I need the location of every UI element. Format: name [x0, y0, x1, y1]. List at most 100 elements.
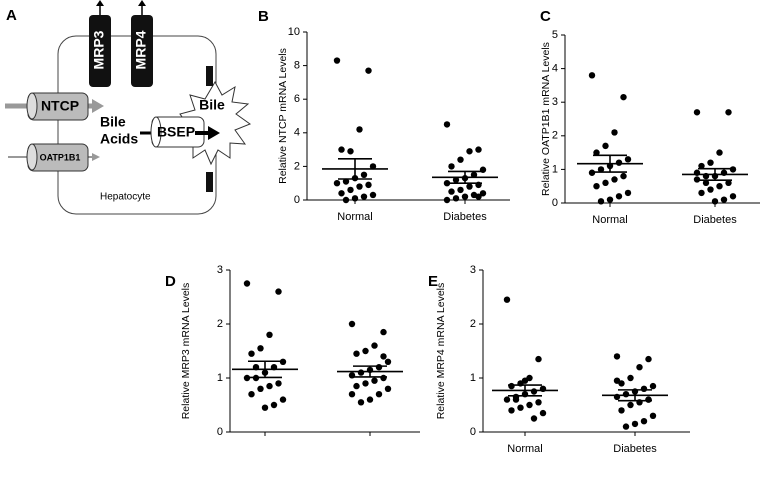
dot — [615, 159, 623, 166]
dot — [371, 342, 378, 349]
dot — [716, 149, 723, 156]
dot — [725, 109, 732, 116]
arrow-head — [96, 0, 104, 6]
bile-acids-label: Bile — [100, 114, 126, 130]
dot — [353, 350, 360, 357]
dot — [365, 181, 372, 189]
dot — [243, 374, 251, 382]
dot — [365, 67, 372, 74]
dot — [380, 328, 387, 336]
dot — [479, 190, 487, 197]
dot — [369, 163, 377, 170]
y-axis-label: Relative NTCP mRNA Levels — [277, 48, 289, 184]
panel-label: C — [540, 8, 551, 25]
dot — [384, 385, 392, 392]
dot — [279, 396, 287, 403]
y-tick-label: 1 — [470, 372, 476, 384]
panel-label: E — [428, 273, 438, 290]
dot — [371, 377, 378, 384]
dot — [640, 418, 648, 425]
chart: B Relative NTCP mRNA Levels 0 2 4 6 8 10 Normal D… — [258, 8, 510, 223]
dot — [360, 193, 368, 200]
dot — [243, 280, 251, 287]
dot — [466, 148, 473, 155]
dot — [636, 364, 643, 371]
mrp3-channel — [89, 15, 111, 87]
y-tick-label: 2 — [552, 130, 558, 142]
dot — [693, 176, 701, 183]
dot — [356, 126, 363, 133]
cylinder-end — [26, 92, 38, 120]
dot — [357, 399, 365, 406]
dot — [720, 196, 728, 203]
dot — [521, 377, 529, 384]
dot — [461, 193, 469, 200]
y-tick-label: 8 — [294, 60, 300, 72]
dot — [338, 146, 345, 153]
dot — [649, 382, 657, 390]
dot — [351, 195, 359, 202]
dot — [627, 401, 634, 409]
dot — [645, 396, 652, 403]
dot — [452, 195, 460, 202]
dot — [613, 353, 621, 360]
transporter-label: NTCP — [41, 98, 79, 114]
dot — [620, 93, 627, 101]
dot — [512, 396, 520, 403]
dot — [248, 350, 255, 357]
dot — [261, 404, 269, 411]
dot — [693, 109, 701, 116]
y-tick-label: 3 — [217, 264, 223, 276]
y-tick-label: 4 — [294, 127, 300, 139]
dot — [725, 179, 732, 187]
x-tick-label: Diabetes — [443, 211, 487, 223]
y-tick-label: 1 — [552, 163, 558, 175]
arrow-head — [92, 153, 100, 161]
y-axis-label: Relative MRP4 mRNA Levels — [435, 283, 447, 420]
dot — [508, 382, 515, 390]
dot — [279, 358, 287, 365]
dot — [470, 171, 478, 178]
dot — [466, 183, 473, 190]
dot — [275, 288, 282, 295]
dot — [530, 415, 538, 422]
transporter-label: BSEP — [157, 124, 195, 140]
dot — [622, 391, 630, 398]
dot — [366, 396, 374, 403]
dot — [475, 193, 482, 200]
dot — [611, 176, 618, 183]
y-tick-label: 5 — [552, 29, 558, 41]
dot — [448, 188, 455, 195]
transporter-label: MRP4 — [133, 30, 149, 69]
dot — [622, 423, 630, 430]
dot — [526, 401, 533, 409]
dot — [645, 355, 652, 363]
panel-label: D — [165, 273, 176, 290]
panel-label: A — [6, 7, 17, 24]
y-tick-label: 2 — [294, 160, 300, 172]
y-tick-label: 0 — [294, 194, 300, 206]
chart: D Relative MRP3 mRNA Levels 0 1 2 3 — [165, 264, 420, 438]
dot — [333, 57, 341, 64]
dot — [353, 382, 360, 390]
x-tick-label: Normal — [507, 443, 542, 455]
dot — [375, 364, 383, 371]
dot — [457, 186, 464, 194]
diagram: A MRP3 MRP4 NTCP OATP1B1 Bile Acids Bile — [5, 0, 252, 215]
bile-acids-label: Acids — [100, 131, 138, 147]
dot — [384, 358, 392, 365]
x-tick-label: Diabetes — [693, 214, 737, 226]
y-tick-label: 3 — [552, 96, 558, 108]
dot — [275, 380, 282, 387]
arrow-head — [92, 99, 104, 113]
dot — [457, 156, 464, 163]
y-tick-label: 3 — [470, 264, 476, 276]
dot — [597, 198, 605, 205]
dot — [716, 183, 723, 190]
y-axis-label: Relative OATP1B1 mRNA Levels — [540, 42, 552, 196]
dot — [588, 72, 596, 79]
dot — [597, 166, 605, 173]
dot — [611, 129, 618, 136]
